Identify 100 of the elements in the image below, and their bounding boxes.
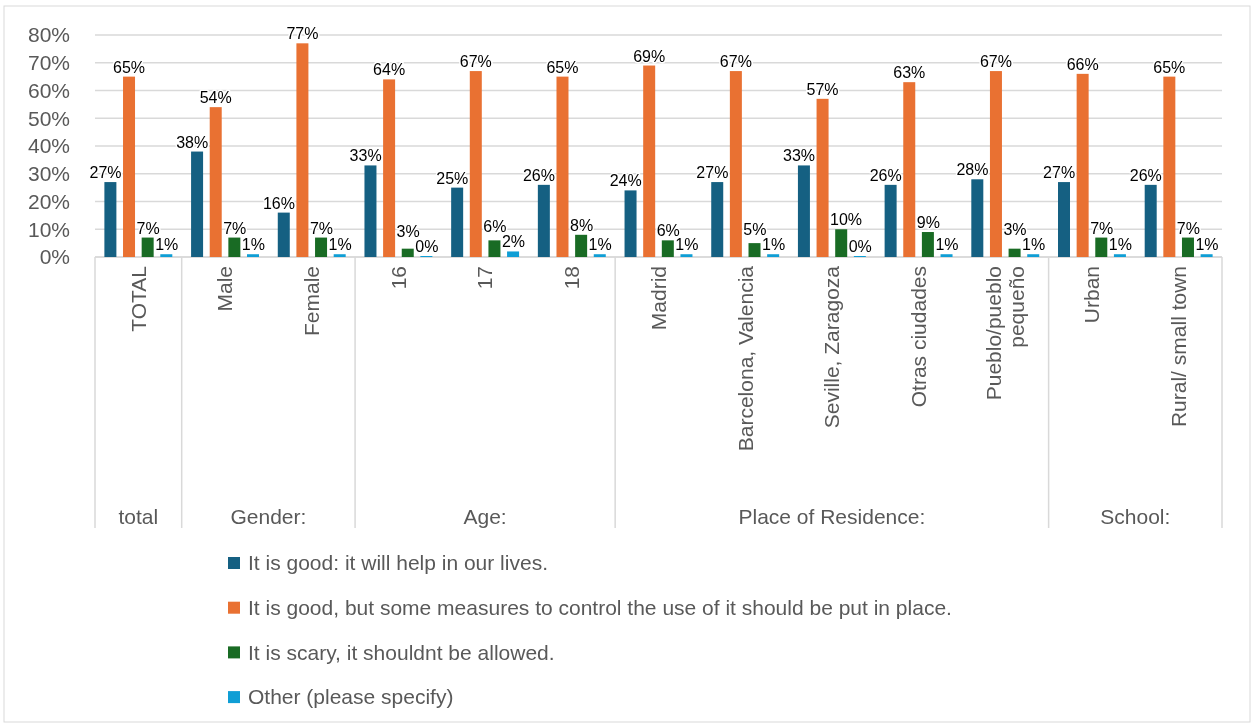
bar [661, 240, 674, 257]
x-tick-label: Urban [1080, 266, 1104, 324]
bar [315, 237, 328, 257]
data-label: 27% [89, 164, 122, 182]
x-tick-label: Rural/ small town [1167, 266, 1190, 428]
bar [1076, 73, 1089, 257]
bar [575, 234, 588, 257]
bar [797, 165, 810, 257]
bar [1200, 254, 1213, 257]
bar [556, 76, 569, 257]
bar [989, 71, 1002, 257]
bar [104, 182, 117, 257]
bar [401, 248, 414, 257]
data-label: 1% [241, 236, 265, 254]
bar [835, 229, 848, 257]
y-tick-label: 20% [27, 189, 70, 213]
y-tick-label: 60% [27, 78, 70, 102]
bar [488, 240, 501, 257]
data-label: 6% [483, 218, 507, 236]
x-tick-label: Pueblo/pueblo pequeño [982, 266, 1029, 401]
data-label: 7% [223, 219, 247, 237]
y-tick-label: 30% [27, 162, 70, 186]
text: Age: [463, 505, 507, 529]
x-tick-label: 17 [473, 266, 497, 290]
data-label: 33% [349, 147, 382, 165]
bar [537, 184, 550, 257]
data-label: 66% [1066, 55, 1099, 73]
data-label: 63% [893, 64, 926, 82]
bar [383, 79, 396, 257]
data-label: 1% [1022, 236, 1046, 254]
bar [680, 254, 693, 257]
bar [507, 251, 520, 257]
x-tick-label: 16 [386, 266, 410, 290]
data-label: 65% [113, 58, 146, 76]
x-tick-label: Female [300, 266, 324, 337]
x-tick-label: Barcelona, Valencia [733, 265, 757, 452]
bar [364, 165, 377, 257]
x-tick-label: Otras ciudades [906, 266, 930, 408]
data-label: 65% [546, 58, 579, 76]
data-label: 1% [935, 236, 959, 254]
data-label: 28% [956, 161, 989, 179]
bar [1027, 254, 1040, 257]
data-label: 38% [176, 133, 209, 151]
bar [884, 184, 897, 257]
legend-label: It is good: it will help in our lives. [248, 551, 548, 575]
data-label: 7% [1090, 219, 1114, 237]
bar [903, 82, 916, 257]
data-label: 33% [783, 147, 816, 165]
bar [191, 151, 204, 257]
legend-label: It is scary, it shouldnt be allowed. [248, 640, 555, 664]
data-label: 1% [1195, 236, 1219, 254]
bar [624, 190, 637, 257]
x-tick-label: Seville, Zaragoza [820, 265, 844, 429]
data-label: 3% [396, 223, 420, 240]
y-tick-label: 50% [27, 106, 70, 130]
text: total [118, 505, 159, 529]
data-label: 0% [415, 238, 439, 255]
bar [816, 98, 829, 257]
data-label: 77% [286, 25, 319, 43]
data-label: 67% [719, 53, 752, 71]
bar [1095, 237, 1108, 257]
data-label: 1% [762, 236, 786, 254]
data-label: 9% [916, 214, 940, 232]
y-tick-label: 80% [27, 23, 70, 47]
bar [333, 254, 346, 257]
bar [451, 187, 464, 257]
bar [748, 243, 761, 257]
data-label: 67% [459, 53, 492, 71]
bar [921, 232, 934, 257]
bar [940, 254, 953, 257]
data-label: 1% [1108, 236, 1132, 254]
text: School: [1100, 505, 1171, 529]
data-label: 0% [848, 238, 872, 255]
data-label: 7% [1176, 219, 1200, 237]
bar [141, 237, 154, 257]
data-label: 57% [806, 80, 839, 98]
data-label: 26% [1129, 166, 1162, 184]
data-label: 16% [262, 194, 295, 212]
y-tick-label: 40% [27, 134, 70, 158]
bar [1144, 184, 1157, 257]
bar [767, 254, 780, 257]
data-label: 67% [979, 53, 1012, 71]
x-tick-label: TOTAL [126, 266, 150, 332]
bar [1163, 76, 1176, 257]
data-label: 54% [199, 89, 232, 107]
bar [160, 254, 173, 257]
bar [643, 65, 656, 257]
data-label: 7% [136, 219, 160, 237]
bar [1058, 182, 1070, 257]
data-label: 27% [696, 164, 729, 182]
bar [247, 254, 259, 257]
x-tick-label: Madrid [646, 266, 670, 331]
bar [971, 179, 984, 257]
y-tick-label: 0% [39, 245, 70, 269]
bar [1181, 237, 1194, 257]
y-tick-label: 10% [27, 217, 70, 241]
text: Place of Residence: [738, 505, 926, 529]
text: Gender: [230, 505, 307, 529]
x-tick-label: Male [213, 266, 237, 312]
data-label: 1% [155, 236, 179, 254]
